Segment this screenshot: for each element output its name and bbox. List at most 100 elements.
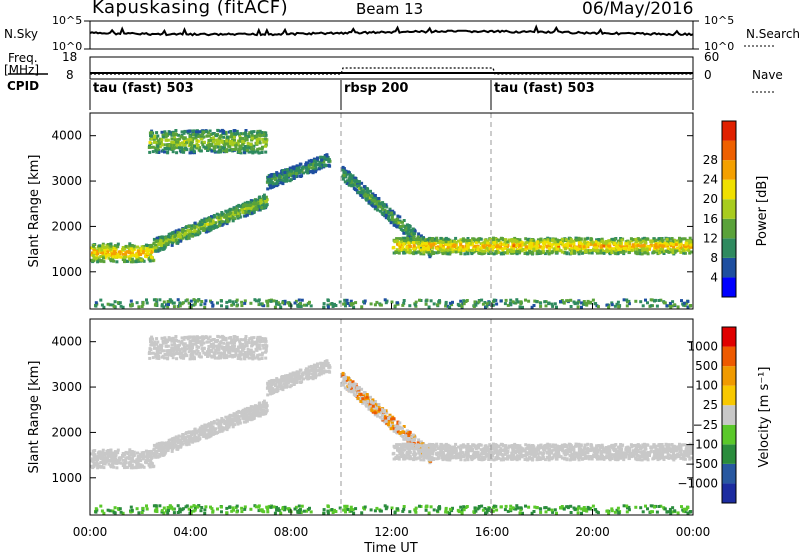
velocity-cell — [264, 401, 268, 405]
power-cell — [613, 237, 617, 241]
power-cell — [193, 302, 197, 306]
velocity-cell — [156, 340, 160, 344]
velocity-cell — [215, 431, 218, 435]
power-cell — [393, 239, 397, 243]
power-cell — [425, 250, 429, 254]
power-cell — [497, 250, 501, 254]
power-cell — [438, 240, 442, 244]
power-cell — [596, 305, 600, 309]
power-cell — [257, 303, 261, 307]
power-cell — [524, 298, 527, 302]
power-cell — [326, 305, 330, 309]
power-cell — [453, 243, 456, 247]
power-cell — [176, 140, 179, 144]
velocity-cell — [264, 356, 268, 360]
velocity-cell — [179, 341, 183, 345]
velocity-cell — [184, 435, 188, 439]
power-cell — [222, 135, 226, 139]
power-cell — [207, 139, 211, 142]
power-cell — [365, 187, 369, 190]
power-cell — [572, 249, 576, 253]
power-cell — [400, 240, 403, 244]
power-cell — [90, 258, 94, 262]
velocity-cell — [246, 341, 250, 345]
power-cell — [394, 221, 398, 225]
power-cell — [663, 241, 667, 245]
power-cell — [241, 204, 245, 208]
power-cell — [172, 140, 175, 144]
power-cell — [234, 211, 238, 214]
power-cell — [661, 241, 665, 245]
velocity-cell — [183, 335, 187, 339]
power-cell — [604, 240, 608, 244]
power-cell — [153, 140, 156, 144]
velocity-cell — [258, 353, 262, 357]
velocity-cell — [182, 345, 186, 349]
power-cell — [249, 142, 253, 146]
power-cell — [408, 251, 412, 255]
power-cell — [263, 137, 267, 141]
power-cell — [212, 138, 216, 142]
power-cell — [199, 227, 203, 231]
power-cell — [500, 251, 504, 255]
power-cell — [230, 303, 234, 307]
power-cell — [407, 226, 411, 230]
power-cell — [241, 140, 245, 144]
power-cell — [193, 231, 196, 235]
power-cell — [117, 255, 121, 258]
power-cell — [422, 250, 426, 254]
power-cell — [180, 141, 184, 145]
power-cell — [108, 303, 112, 307]
power-cell — [560, 299, 564, 302]
power-cell — [616, 245, 619, 249]
power-cell — [230, 139, 233, 143]
velocity-cell — [184, 441, 188, 445]
velocity-cell — [165, 338, 169, 342]
power-cell — [613, 304, 617, 308]
power-cell — [207, 146, 211, 150]
power-cell — [628, 244, 631, 248]
power-cell — [639, 240, 643, 244]
power-cell — [608, 244, 612, 248]
power-cell — [394, 218, 398, 222]
power-cell — [220, 140, 224, 144]
power-cell — [326, 298, 330, 302]
power-cell — [638, 244, 642, 248]
velocity-cell — [253, 356, 257, 360]
power-cell — [512, 244, 516, 248]
power-cell — [397, 221, 401, 225]
power-cell — [234, 147, 238, 151]
power-cell — [102, 260, 106, 264]
power-cell — [426, 238, 430, 242]
power-cell — [506, 244, 510, 247]
velocity-cell — [260, 357, 264, 360]
power-cell — [345, 298, 349, 302]
velocity-cell — [176, 344, 180, 348]
power-cell — [285, 176, 289, 180]
power-cell — [560, 237, 564, 241]
power-cell — [563, 243, 567, 247]
power-cell — [181, 147, 185, 151]
power-cell — [168, 147, 172, 151]
power-cell — [232, 206, 236, 210]
velocity-cell — [228, 354, 232, 358]
power-cell — [222, 220, 226, 224]
velocity-cell — [165, 353, 169, 357]
power-cell — [406, 236, 409, 240]
power-cell — [171, 241, 174, 245]
power-cell — [435, 247, 439, 251]
power-cell — [347, 178, 351, 182]
power-cell — [636, 237, 640, 241]
power-cell — [469, 249, 473, 252]
power-cell — [254, 198, 258, 202]
velocity-cell — [190, 357, 194, 361]
power-cell — [208, 129, 212, 133]
power-cell — [116, 245, 120, 249]
power-cell — [141, 249, 145, 253]
power-cell — [176, 230, 180, 234]
velocity-cell — [136, 464, 140, 468]
power-cell — [641, 304, 645, 308]
power-cell — [495, 247, 499, 251]
velocity-cell — [249, 348, 253, 352]
velocity-cell — [225, 419, 228, 423]
